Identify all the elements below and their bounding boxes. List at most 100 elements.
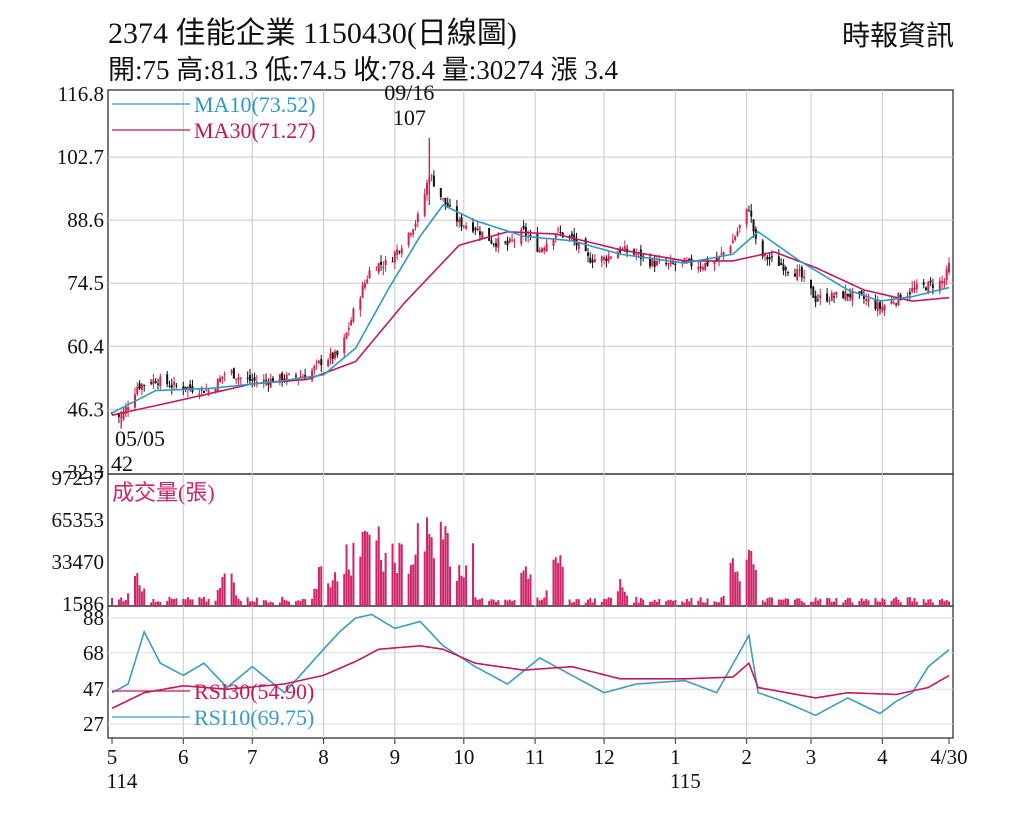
volume-bar <box>826 598 829 606</box>
volume-bar <box>152 598 155 606</box>
candle-body <box>651 259 654 266</box>
rsi-y-tick: 88 <box>83 606 104 630</box>
candle-body <box>607 255 610 261</box>
volume-bar <box>639 597 642 606</box>
candle-body <box>849 294 852 298</box>
volume-bar <box>559 555 562 606</box>
volume-bar <box>529 574 532 606</box>
volume-bar <box>589 597 592 606</box>
candle-body <box>745 208 748 225</box>
candle-body <box>943 281 946 284</box>
x-tick-label: 12 <box>594 745 615 769</box>
volume-bar <box>320 566 323 606</box>
volume-bar <box>488 600 491 606</box>
x-tick-label: 4/30 <box>930 745 967 769</box>
volume-bar <box>557 563 560 606</box>
candle-body <box>490 240 493 244</box>
candle-body <box>384 259 387 266</box>
volume-bar <box>350 575 353 606</box>
volume-bar <box>511 601 514 606</box>
volume-bar <box>508 599 511 606</box>
volume-bar <box>637 602 640 606</box>
candle-body <box>288 373 291 375</box>
volume-bar <box>586 599 589 606</box>
volume-bar <box>455 580 458 606</box>
candle-body <box>554 233 557 239</box>
candle-body <box>285 374 288 383</box>
volume-y-tick: 1586 <box>62 592 104 616</box>
volume-bar <box>154 602 157 606</box>
volume-bar <box>927 599 930 606</box>
volume-bar <box>593 598 596 606</box>
volume-bar <box>883 599 886 606</box>
volume-bar <box>363 530 366 606</box>
candle-body <box>793 273 796 277</box>
volume-bar <box>430 537 433 606</box>
candle-body <box>520 229 523 245</box>
candle-body <box>170 384 173 388</box>
candle-body <box>830 292 833 301</box>
volume-bar <box>690 598 693 606</box>
rsi10-line <box>111 613 950 717</box>
volume-bar <box>202 596 205 606</box>
candle-body <box>219 377 222 383</box>
rsi-legend-label: RSI10(69.75) <box>194 705 314 730</box>
low-value-label: 42 <box>111 451 133 476</box>
price-y-tick: 88.6 <box>67 208 104 232</box>
source-label: 時報資訊 <box>841 21 954 52</box>
volume-bar <box>513 599 516 606</box>
candle-body <box>674 264 677 266</box>
volume-bar <box>140 591 143 606</box>
candle-body <box>922 282 925 285</box>
volume-bar <box>635 596 638 606</box>
volume-bar <box>706 598 709 606</box>
candle-body <box>915 284 918 290</box>
candle-body <box>766 256 769 260</box>
volume-bar <box>166 601 169 606</box>
candle-body <box>589 257 592 263</box>
volume-bar <box>138 585 141 606</box>
candle-body <box>780 262 783 265</box>
candle-body <box>879 302 882 309</box>
volume-bar <box>265 600 268 606</box>
volume-bar <box>205 601 208 606</box>
volume-bar <box>667 600 670 606</box>
volume-bar <box>361 531 364 606</box>
volume-bar <box>460 575 463 606</box>
volume-bar <box>527 578 530 606</box>
candle-body <box>681 261 684 263</box>
candle-body <box>800 267 803 278</box>
candle-body <box>784 267 787 271</box>
volume-bar <box>391 543 394 606</box>
candle-body <box>111 412 113 414</box>
candle-body <box>665 262 668 265</box>
candle-body <box>382 267 385 269</box>
candle-body <box>616 251 619 259</box>
candle-body <box>538 249 541 253</box>
volume-bar <box>481 598 484 606</box>
candle-body <box>858 291 861 293</box>
candle-body <box>908 292 911 295</box>
volume-bar <box>173 599 176 606</box>
candle-body <box>770 256 773 258</box>
candle-body <box>253 377 256 381</box>
volume-bar <box>688 601 691 606</box>
candle-body <box>819 295 822 299</box>
candle-body <box>948 262 950 273</box>
candle-body <box>621 248 624 250</box>
volume-bar <box>255 597 258 606</box>
candle-body <box>168 386 171 388</box>
volume-bar <box>623 591 626 606</box>
volume-bar <box>672 600 675 606</box>
volume-bar <box>911 601 914 606</box>
candle-body <box>143 385 146 387</box>
volume-bar <box>561 566 564 606</box>
candle-body <box>412 229 415 235</box>
volume-bar <box>607 597 610 606</box>
volume-bar <box>423 551 426 606</box>
volume-bar <box>182 598 185 606</box>
volume-bar <box>495 602 498 606</box>
candle-body <box>317 360 320 363</box>
candle-body <box>713 261 716 265</box>
volume-bar <box>472 543 475 606</box>
